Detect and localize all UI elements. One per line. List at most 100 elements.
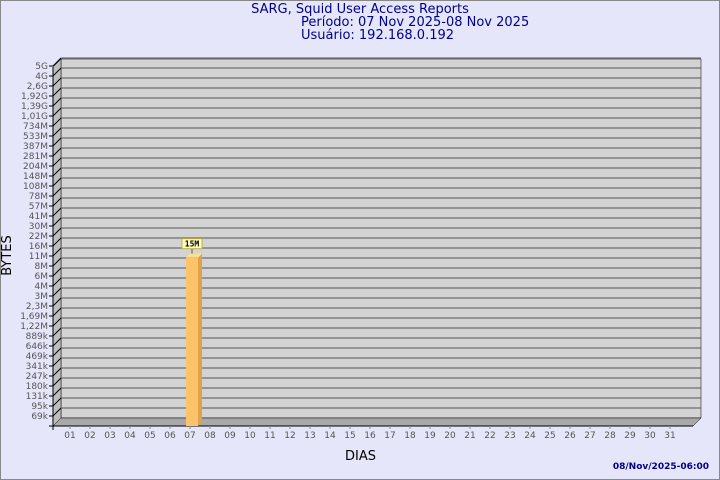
- y-tick-label: 22M: [29, 232, 48, 242]
- x-tick-label: 08: [204, 431, 216, 441]
- grid-line-diag: [52, 67, 62, 77]
- grid-line-diag: [52, 317, 62, 327]
- x-tick-label: 26: [564, 431, 576, 441]
- y-tick-label: 69k: [31, 412, 48, 422]
- y-tick-label: 16M: [29, 242, 48, 252]
- grid-line-diag: [52, 367, 62, 377]
- x-tick-label: 27: [584, 431, 595, 441]
- y-tick-label: 4M: [35, 282, 49, 292]
- grid-line-diag: [52, 307, 62, 317]
- x-tick-label: 22: [484, 431, 495, 441]
- y-tick-label: 1,01G: [21, 112, 48, 122]
- x-tick-label: 21: [464, 431, 475, 441]
- y-tick-label: 6M: [35, 272, 49, 282]
- x-tick-label: 18: [404, 431, 416, 441]
- y-tick-label: 889k: [26, 332, 49, 342]
- x-tick-label: 04: [124, 431, 136, 441]
- grid-line-diag: [52, 397, 62, 407]
- grid-line-diag: [52, 247, 62, 257]
- x-tick-label: 03: [104, 431, 115, 441]
- y-tick-label: 95k: [31, 402, 48, 412]
- grid-line-diag: [52, 217, 62, 227]
- grid-line-diag: [52, 97, 62, 107]
- x-tick-label: 16: [364, 431, 376, 441]
- y-tick-label: 5G: [35, 62, 48, 72]
- grid-line-diag: [52, 127, 62, 137]
- grid-line-diag: [52, 267, 62, 277]
- y-tick-label: 1,22M: [20, 322, 48, 332]
- x-tick-label: 31: [664, 431, 675, 441]
- y-tick-label: 387M: [23, 142, 48, 152]
- y-tick-label: 131k: [26, 392, 49, 402]
- x-tick-label: 25: [544, 431, 555, 441]
- grid-line-diag: [52, 187, 62, 197]
- grid-line-diag: [52, 137, 62, 147]
- grid-line-diag: [52, 257, 62, 267]
- chart-period: Período: 07 Nov 2025-08 Nov 2025: [301, 15, 530, 30]
- grid-line-diag: [52, 117, 62, 127]
- x-tick-label: 30: [644, 431, 656, 441]
- y-tick-label: 2,3M: [26, 302, 48, 312]
- x-tick-label: 10: [244, 431, 256, 441]
- x-tick-label: 11: [264, 431, 275, 441]
- y-tick-label: 8M: [35, 262, 49, 272]
- y-tick-label: 57M: [29, 202, 48, 212]
- x-tick-label: 28: [604, 431, 616, 441]
- grid-line-diag: [52, 347, 62, 357]
- y-tick-label: 204M: [23, 162, 48, 172]
- x-tick-label: 23: [504, 431, 515, 441]
- y-tick-label: 734M: [23, 122, 48, 132]
- x-tick-label: 07: [184, 431, 195, 441]
- y-tick-label: 11M: [29, 252, 48, 262]
- grid-line-diag: [52, 287, 62, 297]
- y-tick-label: 180k: [26, 382, 49, 392]
- x-tick-label: 13: [304, 431, 315, 441]
- bar-side: [198, 253, 202, 426]
- y-axis-label: BYTES: [0, 235, 15, 276]
- chart-user: Usuário: 192.168.0.192: [301, 28, 455, 43]
- grid-line-diag: [52, 357, 62, 367]
- grid-line-diag: [52, 57, 62, 67]
- x-tick-label: 20: [444, 431, 456, 441]
- x-tick-label: 15: [344, 431, 355, 441]
- y-tick-label: 30M: [29, 222, 48, 232]
- grid-line-diag: [52, 177, 62, 187]
- y-tick-label: 1,69M: [20, 312, 48, 322]
- x-tick-label: 17: [384, 431, 395, 441]
- grid-line-diag: [52, 377, 62, 387]
- x-tick-label: 24: [524, 431, 536, 441]
- grid-line-diag: [52, 207, 62, 217]
- grid-line-diag: [52, 327, 62, 337]
- y-tick-label: 646k: [26, 342, 49, 352]
- y-tick-label: 3M: [35, 292, 49, 302]
- grid-line-diag: [52, 277, 62, 287]
- grid-line-diag: [52, 157, 62, 167]
- y-tick-label: 78M: [29, 192, 48, 202]
- y-tick-label: 41M: [29, 212, 48, 222]
- grid-line-diag: [52, 167, 62, 177]
- x-tick-label: 09: [224, 431, 236, 441]
- grid-line-diag: [52, 77, 62, 87]
- bar: [186, 257, 198, 426]
- y-tick-label: 341k: [26, 362, 49, 372]
- x-tick-label: 14: [324, 431, 336, 441]
- x-tick-label: 12: [284, 431, 295, 441]
- grid-line-diag: [52, 237, 62, 247]
- bar-top: [186, 253, 202, 258]
- x-tick-label: 29: [624, 431, 636, 441]
- x-tick-label: 06: [164, 431, 176, 441]
- y-tick-label: 247k: [26, 372, 49, 382]
- chart-title: SARG, Squid User Access Reports: [251, 2, 469, 17]
- y-tick-label: 281M: [23, 152, 48, 162]
- y-tick-label: 2,6G: [27, 82, 48, 92]
- y-tick-label: 108M: [23, 182, 48, 192]
- data-label: 15M: [185, 240, 200, 249]
- grid-line-diag: [52, 297, 62, 307]
- footer-timestamp: 08/Nov/2025-06:00: [612, 462, 709, 472]
- grid-line-diag: [52, 147, 62, 157]
- y-tick-label: 4G: [35, 72, 48, 82]
- grid-line-diag: [52, 87, 62, 97]
- grid-line-diag: [52, 407, 62, 417]
- x-axis-label: DIAS: [345, 449, 376, 464]
